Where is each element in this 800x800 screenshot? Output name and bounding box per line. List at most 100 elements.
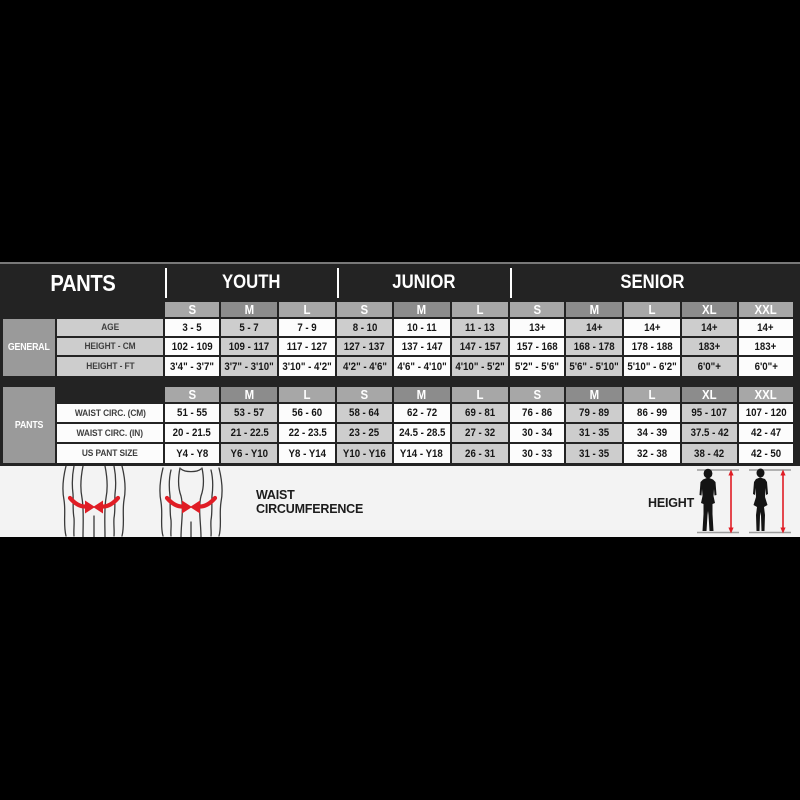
size-table-cell-text: 3'10" - 4'2" — [282, 360, 333, 373]
size-header-cell-text: S — [533, 387, 541, 402]
size-table-cell: 6'0"+ — [738, 357, 793, 376]
size-table-cell-text: 53 - 57 — [234, 407, 265, 419]
size-table-cell: 5'10" - 6'2" — [624, 357, 681, 376]
size-table-cell-text: 30 - 34 — [521, 427, 553, 439]
row-label: US PANT SIZE — [57, 444, 163, 463]
size-table-cell: Y8 - Y14 — [279, 444, 336, 463]
size-table-cell: 20 - 21.5 — [165, 424, 220, 442]
size-table-cell: 34 - 39 — [624, 424, 681, 442]
row-label: AGE — [57, 319, 163, 336]
size-table-cell: 168 - 178 — [566, 338, 623, 355]
male-height-silhouette-icon — [697, 468, 739, 534]
size-table-cell: 183+ — [738, 338, 793, 355]
size-header-cell: L — [624, 302, 681, 317]
row-label-text: US PANT SIZE — [82, 448, 138, 459]
size-table-cell: 21 - 22.5 — [221, 424, 278, 442]
size-table-cell-text: 21 - 22.5 — [230, 427, 269, 439]
size-table-cell: 31 - 35 — [566, 424, 623, 442]
row-label: WAIST CIRC. (CM) — [57, 404, 163, 422]
size-header-cell: M — [221, 302, 278, 317]
size-header-cell: M — [566, 302, 623, 317]
size-table-cell-text: 22 - 23.5 — [288, 427, 327, 439]
size-table-cell: 26 - 31 — [451, 444, 508, 463]
size-header-cell-text: XL — [702, 387, 717, 402]
size-header-cell: S — [165, 302, 220, 317]
size-table-cell-text: 157 - 168 — [516, 340, 558, 353]
size-header-cell: S — [509, 302, 565, 317]
waist-arrow-left-head — [190, 500, 200, 514]
size-table-cell: 38 - 42 — [682, 444, 737, 463]
size-table-cell: 37.5 - 42 — [682, 424, 737, 442]
size-table-cell-text: 8 - 10 — [352, 321, 377, 334]
size-header-cell-text: L — [476, 387, 484, 402]
size-table-cell: 86 - 99 — [624, 404, 681, 422]
size-table-cell: 62 - 72 — [393, 404, 450, 422]
size-table-cell: 117 - 127 — [279, 338, 336, 355]
size-header-cell: XXL — [738, 302, 793, 317]
size-table-cell: 58 - 64 — [337, 404, 392, 422]
size-table-cell: 14+ — [738, 319, 793, 336]
size-table-cell: 13+ — [509, 319, 565, 336]
size-table-cell: 31 - 35 — [566, 444, 623, 463]
size-table-cell-text: 5'6" - 5'10" — [569, 360, 619, 373]
size-table-cell-text: 69 - 81 — [464, 407, 495, 419]
measurement-legend: WAIST CIRCUMFERENCE HEIGHT — [0, 466, 800, 537]
size-header-cell: XL — [682, 387, 737, 402]
size-table-cell: 14+ — [624, 319, 681, 336]
size-table: PANTS YOUTH JUNIOR SENIOR S M L S M L S M L XL XXL S M L S… — [0, 262, 800, 466]
group-title-senior-text: SENIOR — [620, 272, 685, 293]
size-table-cell-text: 26 - 31 — [464, 447, 495, 460]
size-table-cell-text: 42 - 47 — [750, 427, 781, 439]
size-table-cell: 147 - 157 — [451, 338, 508, 355]
chart-title: PANTS — [3, 266, 163, 300]
size-table-cell-text: 183+ — [698, 340, 721, 353]
waist-figure-front-icon — [159, 467, 223, 537]
size-table-cell: 4'10" - 5'2" — [451, 357, 508, 376]
size-table-cell-text: 14+ — [644, 321, 661, 334]
size-table-cell: 183+ — [682, 338, 737, 355]
size-table-cell: Y10 - Y16 — [337, 444, 392, 463]
size-header-cell-text: XXL — [754, 387, 777, 402]
size-table-cell-text: 4'6" - 4'10" — [397, 360, 447, 373]
size-table-cell: 5'6" - 5'10" — [566, 357, 623, 376]
chart-title-text: PANTS — [50, 269, 116, 296]
size-table-cell: 22 - 23.5 — [279, 424, 336, 442]
size-table-cell-text: Y14 - Y18 — [400, 447, 444, 460]
row-label-text: HEIGHT - CM — [84, 341, 136, 352]
size-header-cell-text: S — [360, 387, 369, 402]
size-header-cell-text: L — [476, 302, 484, 317]
row-label: HEIGHT - CM — [57, 338, 163, 355]
size-table-cell: 14+ — [682, 319, 737, 336]
size-table-cell-text: 7 - 9 — [297, 321, 318, 334]
size-table-cell-text: 5'2" - 5'6" — [515, 360, 559, 373]
size-table-cell-text: Y6 - Y10 — [230, 447, 269, 460]
waist-arrow-left-head — [93, 500, 103, 514]
size-table-cell-text: 23 - 25 — [349, 427, 380, 439]
size-header-cell: L — [279, 387, 336, 402]
size-table-cell: 32 - 38 — [624, 444, 681, 463]
size-header-cell-text: L — [303, 302, 311, 317]
waist-circumference-label: WAIST CIRCUMFERENCE — [256, 488, 364, 517]
size-table-cell-text: 14+ — [585, 321, 603, 334]
size-table-cell: Y4 - Y8 — [165, 444, 220, 463]
size-header-cell: L — [451, 302, 508, 317]
size-table-cell-text: 3 - 5 — [182, 321, 202, 334]
size-table-cell: 76 - 86 — [509, 404, 565, 422]
size-header-cell: L — [624, 387, 681, 402]
size-table-cell: 109 - 117 — [221, 338, 278, 355]
size-table-cell-text: 6'0"+ — [754, 360, 778, 373]
size-table-cell-text: 11 - 13 — [465, 321, 495, 334]
size-table-cell-text: 183+ — [754, 340, 777, 353]
size-table-cell-text: 13+ — [528, 321, 546, 334]
size-header-cell: XXL — [738, 387, 793, 402]
size-table-cell-text: 109 - 117 — [229, 340, 270, 353]
row-label-text: HEIGHT - FT — [85, 361, 135, 372]
size-header-cell-text: M — [417, 302, 427, 317]
size-table-cell: 30 - 33 — [509, 444, 565, 463]
row-label: HEIGHT - FT — [57, 357, 163, 376]
size-table-cell: 4'6" - 4'10" — [393, 357, 450, 376]
size-header-cell-text: S — [188, 302, 196, 317]
size-table-cell-text: 5 - 7 — [239, 321, 260, 334]
size-header-cell-text: M — [589, 302, 599, 317]
size-table-cell-text: 27 - 32 — [464, 427, 495, 439]
